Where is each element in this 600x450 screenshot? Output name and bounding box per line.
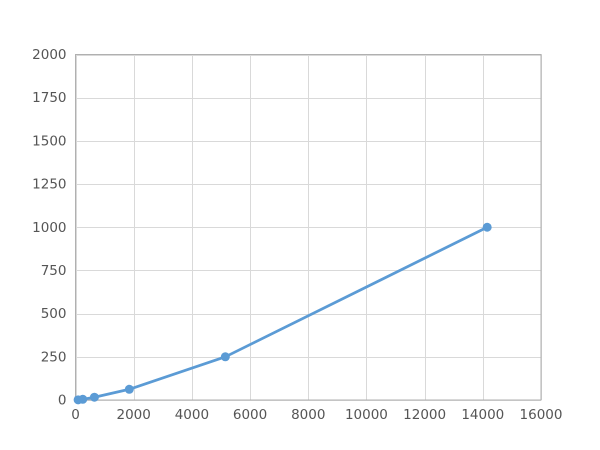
data-point-marker <box>482 222 492 232</box>
data-point-marker <box>220 352 230 362</box>
x-tick-label: 6000 <box>233 407 267 423</box>
x-tick-label: 10000 <box>345 407 388 423</box>
data-point-marker <box>124 384 134 394</box>
y-tick-label: 1250 <box>32 177 66 193</box>
x-tick-label: 8000 <box>291 407 325 423</box>
x-tick-label: 12000 <box>403 407 446 423</box>
y-tick-label: 250 <box>41 349 67 365</box>
y-tick-label: 0 <box>58 393 67 409</box>
y-tick-label: 1750 <box>32 90 66 106</box>
data-point-marker <box>78 394 88 404</box>
plot-border <box>75 54 542 401</box>
y-tick-label: 500 <box>41 306 67 322</box>
x-tick-label: 16000 <box>520 407 563 423</box>
x-tick-label: 2000 <box>117 407 151 423</box>
x-tick-label: 14000 <box>461 407 504 423</box>
data-point-marker <box>89 392 99 402</box>
y-tick-label: 1500 <box>32 133 66 149</box>
x-tick-label: 0 <box>71 407 80 423</box>
x-tick-label: 4000 <box>175 407 209 423</box>
y-tick-label: 750 <box>41 263 67 279</box>
y-tick-label: 2000 <box>32 47 66 63</box>
y-tick-label: 1000 <box>32 220 66 236</box>
